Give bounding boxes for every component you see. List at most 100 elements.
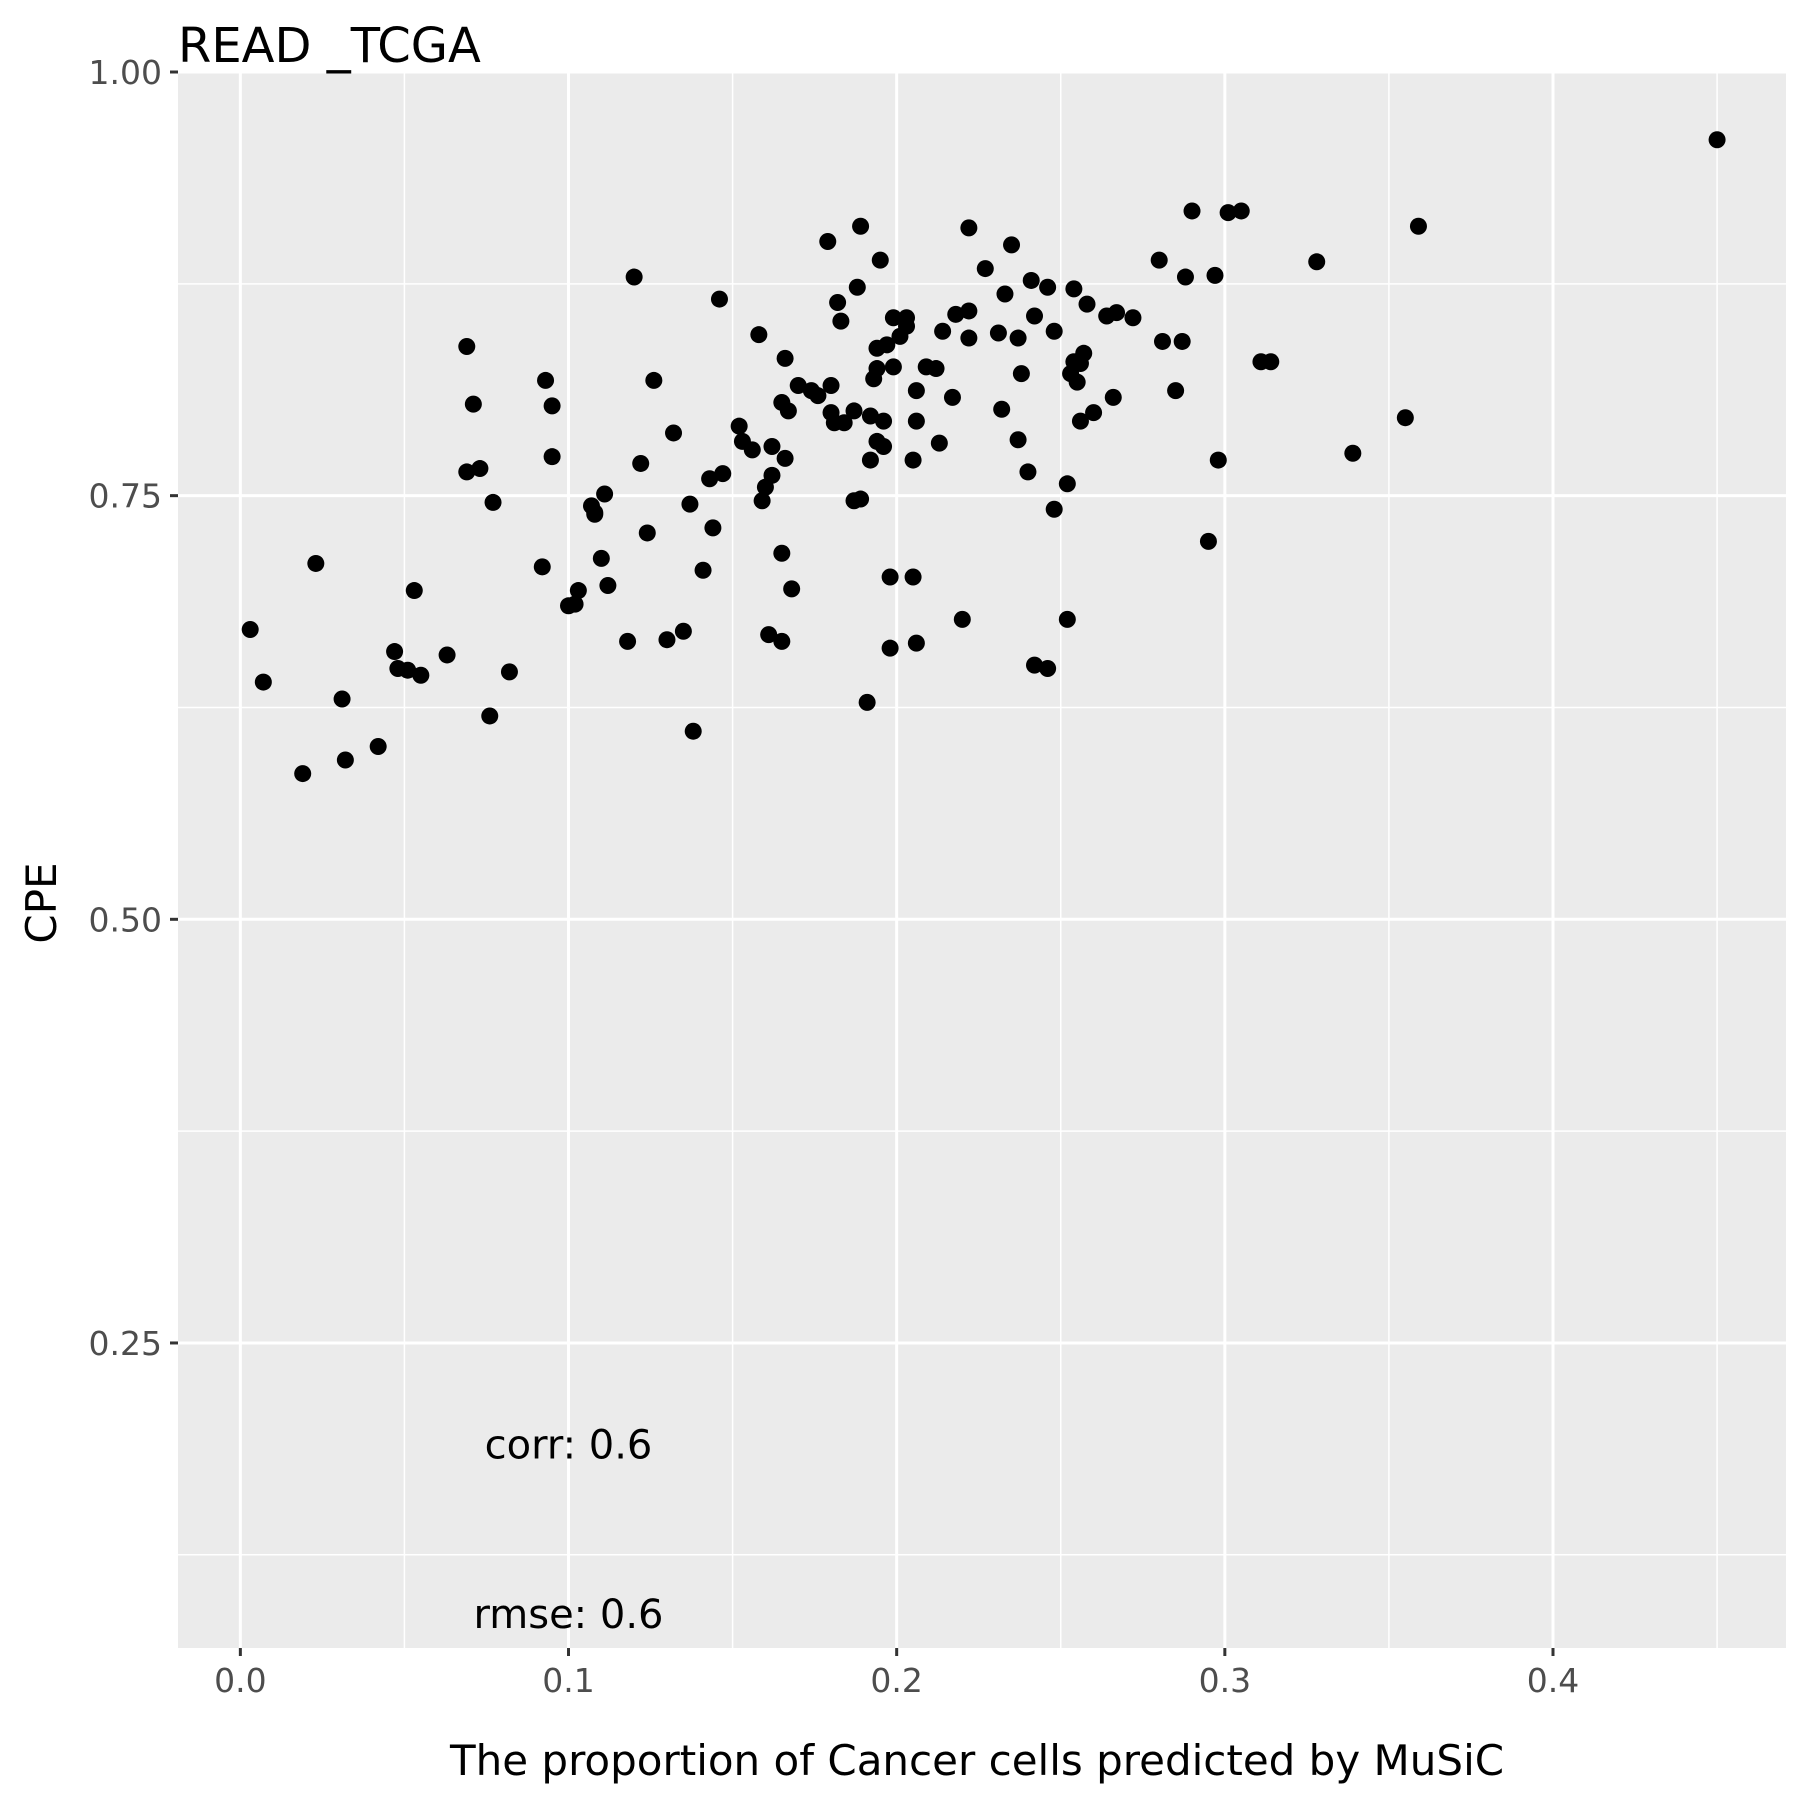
data-point [776,449,794,467]
data-point [1071,412,1089,430]
data-point [674,622,692,640]
data-point [943,388,961,406]
data-point [1009,329,1027,347]
data-point [1206,266,1224,284]
data-point [694,561,712,579]
data-point [852,490,870,508]
data-point [543,448,561,466]
data-point [1104,388,1122,406]
data-point [976,260,994,278]
data-point [783,580,801,598]
data-point [743,441,761,459]
data-point [829,293,847,311]
data-point [819,232,837,250]
data-point [1150,251,1168,269]
rmse-annotation: rmse: 0.6 [474,1592,664,1638]
data-point [1039,278,1057,296]
data-point [1022,271,1040,289]
data-point [884,309,902,327]
data-point [625,268,643,286]
data-point [369,737,387,755]
data-point [1078,295,1096,313]
data-point [753,492,771,510]
y-tick-label: 0.75 [89,477,162,516]
data-point [871,251,889,269]
data-point [845,402,863,420]
y-axis-label: CPE [17,862,66,943]
x-tick-label: 0.0 [214,1661,266,1700]
data-point [1173,332,1191,350]
data-point [878,336,896,354]
data-point [665,424,683,442]
data-point [868,360,886,378]
data-point [993,400,1011,418]
x-tick-label: 0.1 [542,1661,594,1700]
data-point [638,524,656,542]
data-point [1124,309,1142,327]
data-point [858,693,876,711]
data-point [750,326,768,344]
data-point [1058,475,1076,493]
data-point [1065,280,1083,298]
data-point [500,663,518,681]
data-point [586,505,604,523]
data-point [822,377,840,395]
data-point [658,631,676,649]
data-point [730,417,748,435]
y-tick-label: 1.00 [89,53,162,92]
data-point [1019,463,1037,481]
data-point [632,454,650,472]
data-point [619,632,637,650]
data-point [681,495,699,513]
data-point [566,595,584,613]
data-point [294,765,312,783]
x-tick-label: 0.2 [870,1661,922,1700]
data-point [1153,332,1171,350]
data-point [710,290,728,308]
data-point [832,312,850,330]
data-point [569,582,587,600]
data-point [336,751,354,769]
data-point [960,219,978,237]
data-point [1262,353,1280,371]
data-point [907,382,925,400]
data-point [947,305,965,323]
data-point [907,634,925,652]
data-point [996,285,1014,303]
x-tick-label: 0.4 [1527,1661,1579,1700]
data-point [1219,204,1237,222]
data-point [861,407,879,425]
data-point [881,568,899,586]
data-point [307,554,325,572]
data-point [773,632,791,650]
data-point [852,217,870,235]
data-point [645,371,663,389]
data-point [1009,431,1027,449]
data-point [898,317,916,335]
data-point [835,414,853,432]
chart-title: READ _TCGA [178,18,481,74]
data-point [907,412,925,430]
data-point [458,463,476,481]
data-point [960,329,978,347]
data-point [412,666,430,684]
data-point [875,412,893,430]
data-point [1183,202,1201,220]
data-point [848,278,866,296]
data-point [953,610,971,628]
data-point [989,324,1007,342]
data-point [386,643,404,661]
data-point [1232,202,1250,220]
data-point [861,451,879,469]
data-point [596,485,614,503]
data-point [789,377,807,395]
data-point [779,402,797,420]
data-point [701,470,719,488]
data-point [714,465,732,483]
data-point [241,621,259,639]
data-point [1085,404,1103,422]
data-point [254,673,272,691]
data-point [927,360,945,378]
